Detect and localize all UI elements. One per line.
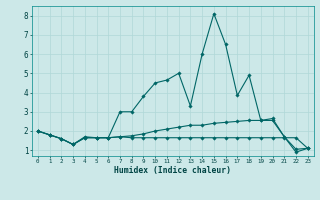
X-axis label: Humidex (Indice chaleur): Humidex (Indice chaleur) bbox=[114, 166, 231, 175]
